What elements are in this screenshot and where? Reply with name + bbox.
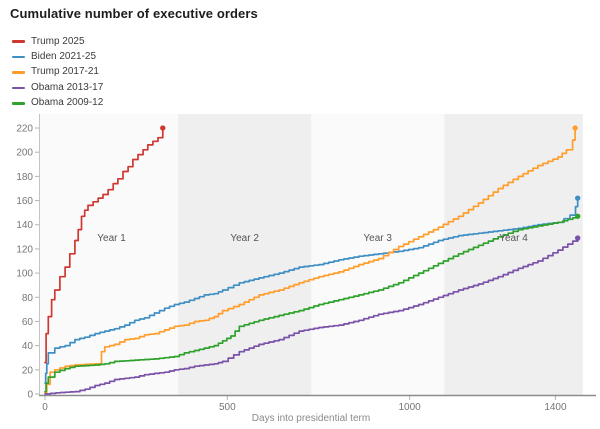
- y-tick-label: 180: [16, 172, 33, 183]
- y-tick-label: 20: [22, 365, 34, 376]
- legend-swatch: [12, 86, 25, 90]
- y-tick-label: 220: [16, 124, 33, 135]
- year-label-year-3: Year 3: [363, 233, 392, 244]
- legend-label: Trump 2025: [31, 35, 85, 47]
- series-end-dot-biden-2021-25: [574, 195, 581, 201]
- y-tick-label: 160: [16, 196, 33, 207]
- series-line-trump-2025: [44, 127, 164, 364]
- y-tick-label: 140: [16, 220, 33, 231]
- y-tick-label: 40: [22, 341, 34, 352]
- legend: Trump 2025 Biden 2021-25 Trump 2017-21 Obam…: [12, 34, 103, 111]
- legend-item-obama-2009-12: Obama 2009-12: [12, 96, 103, 111]
- year-label-year-4: Year 4: [499, 233, 528, 244]
- year-band-year-2: [178, 114, 312, 395]
- series-end-dot-trump-2025: [160, 125, 166, 131]
- series-line-obama-2013-17: [44, 237, 579, 395]
- series-end-dot-obama-2013-17: [574, 235, 581, 241]
- y-tick-label: 60: [22, 317, 34, 328]
- legend-item-biden-2021-25: Biden 2021-25: [12, 49, 103, 64]
- legend-label: Biden 2021-25: [31, 51, 97, 63]
- series-line-biden-2021-25: [44, 197, 579, 384]
- legend-item-trump-2025: Trump 2025: [12, 34, 103, 49]
- legend-label: Trump 2017-21: [31, 66, 99, 78]
- x-tick-label: 500: [219, 402, 236, 413]
- series-line-obama-2009-12: [44, 215, 579, 393]
- year-label-year-1: Year 1: [97, 233, 126, 244]
- series-end-dot-trump-2017-21: [572, 125, 578, 131]
- y-tick-label: 80: [22, 293, 34, 304]
- y-tick-label: 100: [16, 269, 33, 280]
- year-band-year-4: [444, 114, 583, 395]
- x-tick-label: 1000: [398, 402, 421, 413]
- series-end-dot-obama-2009-12: [574, 213, 581, 219]
- legend-label: Obama 2009-12: [31, 97, 104, 109]
- legend-label: Obama 2013-17: [31, 81, 104, 93]
- chart-title: Cumulative number of executive orders: [10, 6, 258, 21]
- year-label-year-2: Year 2: [230, 233, 259, 244]
- x-tick-label: 0: [42, 402, 48, 413]
- series-line-trump-2017-21: [44, 127, 576, 394]
- x-axis-title: Days into presidential term: [252, 413, 370, 424]
- y-tick-label: 200: [16, 148, 33, 159]
- legend-item-trump-2017-21: Trump 2017-21: [12, 65, 103, 80]
- y-tick-label: 0: [27, 390, 33, 401]
- legend-swatch: [12, 101, 25, 105]
- legend-swatch: [12, 40, 25, 43]
- y-tick-label: 120: [16, 244, 33, 255]
- x-tick-label: 1400: [544, 402, 567, 413]
- legend-swatch: [12, 55, 25, 59]
- legend-swatch: [12, 71, 25, 74]
- legend-item-obama-2013-17: Obama 2013-17: [12, 80, 103, 95]
